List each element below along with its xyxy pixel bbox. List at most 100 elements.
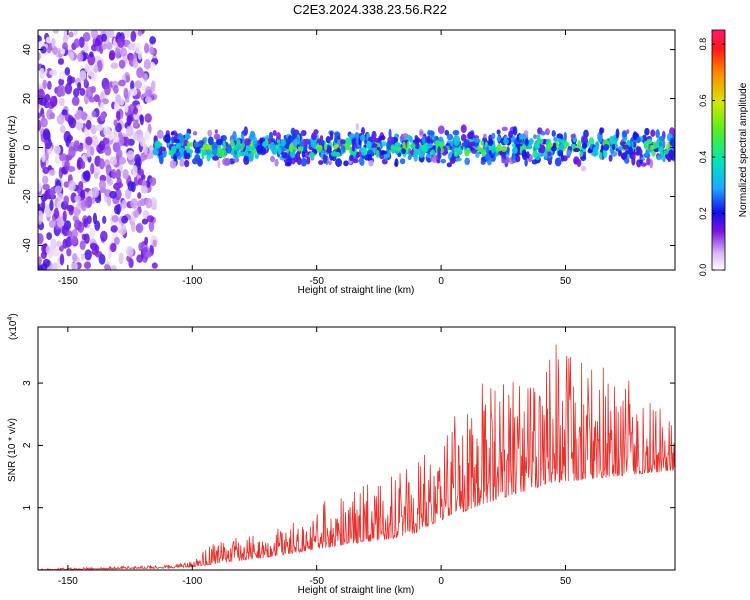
heatmap-cell-608 <box>103 137 110 145</box>
heatmap-cell-1599 <box>217 159 221 169</box>
heatmap-cell-1531 <box>540 131 546 136</box>
heatmap-cell-1728 <box>349 154 354 162</box>
heatmap-cell-1527 <box>668 133 673 139</box>
heatmap-cell-572 <box>92 212 98 225</box>
heatmap-cell-547 <box>115 168 121 180</box>
heatmap-cell-1732 <box>248 152 254 162</box>
heatmap-cell-91 <box>50 238 57 251</box>
heatmap-cell-625 <box>149 46 155 55</box>
heatmap-cell-527 <box>68 205 74 216</box>
heatmap-cell-539 <box>86 148 91 158</box>
heatmap-cell-617 <box>75 121 84 130</box>
heatmap-cell-1565 <box>473 137 480 144</box>
heatmap-cell-585 <box>84 249 92 261</box>
heatmap-cell-1157 <box>170 131 175 136</box>
heatmap-cell-1543 <box>348 133 356 139</box>
heatmap-cell-621 <box>134 42 142 54</box>
heatmap-cell-1630 <box>397 152 402 158</box>
heatmap-cell-473 <box>42 183 50 191</box>
snr-frame <box>37 326 676 571</box>
heatmap-cell-632 <box>138 242 143 252</box>
spectrogram-x-tick-label-0: -150 <box>58 276 78 287</box>
snr-panel: -150 -100 -50 0 50 1 2 3 Height of straight li… <box>7 313 676 596</box>
heatmap-cell-342 <box>59 125 66 134</box>
colorbar-label: Normalized spectral amplitude <box>738 82 749 217</box>
heatmap-cell-150 <box>125 245 134 257</box>
heatmap-cell-27 <box>137 192 142 199</box>
heatmap-cell-493 <box>81 111 87 121</box>
heatmap-cell-233 <box>42 79 47 90</box>
heatmap-cell-218 <box>90 124 97 135</box>
heatmap-cell-1461 <box>536 138 544 144</box>
heatmap-cell-329 <box>87 53 96 66</box>
heatmap-cell-1572 <box>487 139 494 146</box>
heatmap-cell-211 <box>137 30 142 37</box>
heatmap-cell-1631 <box>207 136 214 146</box>
heatmap-cell-576 <box>74 113 82 120</box>
heatmap-cell-1112 <box>343 160 349 167</box>
svg-text:(x104): (x104) <box>7 313 19 340</box>
heatmap-cell-594 <box>144 96 152 104</box>
heatmap-cell-475 <box>72 252 78 262</box>
heatmap-cell-588 <box>70 235 78 246</box>
heatmap-cell-1336 <box>501 157 505 164</box>
heatmap-cell-425 <box>116 110 121 122</box>
heatmap-cell-1679 <box>416 142 420 150</box>
heatmap-cell-491 <box>101 43 108 50</box>
heatmap-cell-1735 <box>624 150 630 155</box>
heatmap-cell-1743 <box>455 147 463 154</box>
heatmap-cell-571 <box>113 135 120 143</box>
heatmap-cell-1672 <box>179 147 185 154</box>
heatmap-cell-1506 <box>158 154 164 165</box>
heatmap-cell-1744 <box>449 156 456 165</box>
snr-x-ticks: -150 -100 -50 0 50 <box>58 327 572 587</box>
heatmap-cell-1504 <box>497 143 502 151</box>
heatmap-cell-591 <box>40 263 48 270</box>
heatmap-cell-648 <box>140 185 149 194</box>
heatmap-cell-602 <box>95 124 104 132</box>
heatmap-cell-1283 <box>249 130 255 139</box>
heatmap-cell-1745 <box>597 134 603 143</box>
heatmap-cell-270 <box>151 262 158 269</box>
heatmap-cell-1151 <box>335 158 343 167</box>
heatmap-cell-116 <box>126 125 134 137</box>
heatmap-cell-495 <box>56 218 64 228</box>
heatmap-cell-1460 <box>455 157 462 162</box>
heatmap-cell-1563 <box>461 142 467 147</box>
heatmap-cell-328 <box>149 36 157 45</box>
heatmap-cell-332 <box>86 215 92 224</box>
heatmap-cell-542 <box>48 169 56 177</box>
heatmap-cell-1332 <box>602 148 608 159</box>
heatmap-cell-1681 <box>226 144 232 154</box>
heatmap-cell-605 <box>113 84 119 94</box>
heatmap-cell-103 <box>66 248 72 257</box>
heatmap-cell-409 <box>68 146 76 158</box>
heatmap-cell-1530 <box>328 160 332 166</box>
spectrogram-y-tick-label-3: 20 <box>22 93 33 105</box>
heatmap-cell-1383 <box>399 158 406 165</box>
heatmap-cell-1534 <box>643 141 648 149</box>
heatmap-cell-1600 <box>368 160 374 167</box>
heatmap-cell-1691 <box>421 135 426 145</box>
heatmap-cell-309 <box>101 98 109 105</box>
heatmap-cell-1079 <box>566 150 572 156</box>
heatmap-cell-306 <box>107 249 112 260</box>
heatmap-cell-630 <box>59 253 65 266</box>
heatmap-cell-1729 <box>480 148 485 155</box>
heatmap-cell-876 <box>545 128 550 136</box>
spectrogram-y-tick-label-1: -20 <box>22 189 33 204</box>
heatmap-cell-1411 <box>300 129 307 137</box>
heatmap-cell-1641 <box>437 125 445 135</box>
heatmap-cell-1615 <box>175 142 182 149</box>
heatmap-cell-1561 <box>430 149 436 156</box>
heatmap-cell-1696 <box>571 143 576 148</box>
heatmap-cell-639 <box>51 37 56 49</box>
heatmap-cell-1633 <box>290 127 296 136</box>
spectrogram-y-ticks: -40 -20 0 20 40 <box>22 44 675 253</box>
heatmap-cell-1585 <box>186 141 191 149</box>
heatmap-cell-735 <box>203 136 208 144</box>
snr-scale-prefix: (x10 <box>8 320 19 340</box>
heatmap-cell-1409 <box>406 141 410 150</box>
heatmap-cell-1529 <box>669 139 675 148</box>
heatmap-cell-533 <box>99 174 107 183</box>
